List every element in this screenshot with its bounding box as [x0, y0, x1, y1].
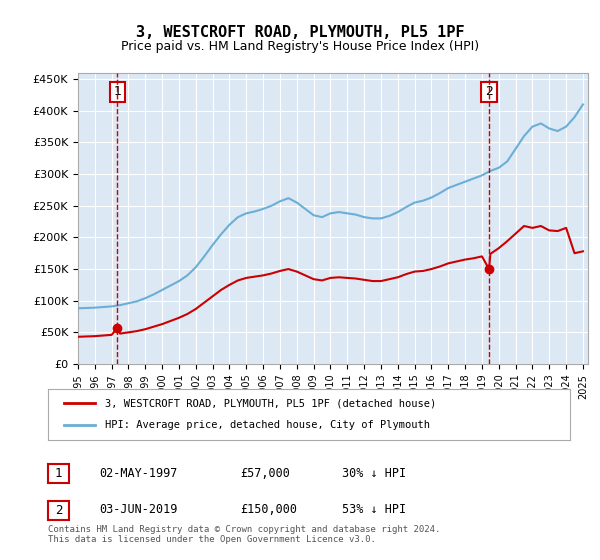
Text: 02-MAY-1997: 02-MAY-1997 [99, 466, 178, 480]
Text: 53% ↓ HPI: 53% ↓ HPI [342, 503, 406, 516]
Text: 3, WESTCROFT ROAD, PLYMOUTH, PL5 1PF: 3, WESTCROFT ROAD, PLYMOUTH, PL5 1PF [136, 25, 464, 40]
Text: 1: 1 [55, 467, 62, 480]
Text: 30% ↓ HPI: 30% ↓ HPI [342, 466, 406, 480]
Text: £150,000: £150,000 [240, 503, 297, 516]
Text: Price paid vs. HM Land Registry's House Price Index (HPI): Price paid vs. HM Land Registry's House … [121, 40, 479, 53]
Text: £57,000: £57,000 [240, 466, 290, 480]
Text: 1: 1 [113, 85, 121, 99]
Text: HPI: Average price, detached house, City of Plymouth: HPI: Average price, detached house, City… [106, 421, 430, 431]
Text: 3, WESTCROFT ROAD, PLYMOUTH, PL5 1PF (detached house): 3, WESTCROFT ROAD, PLYMOUTH, PL5 1PF (de… [106, 398, 437, 408]
Text: Contains HM Land Registry data © Crown copyright and database right 2024.
This d: Contains HM Land Registry data © Crown c… [48, 525, 440, 544]
Text: 03-JUN-2019: 03-JUN-2019 [99, 503, 178, 516]
Text: 2: 2 [485, 85, 493, 99]
Text: 2: 2 [55, 503, 62, 517]
